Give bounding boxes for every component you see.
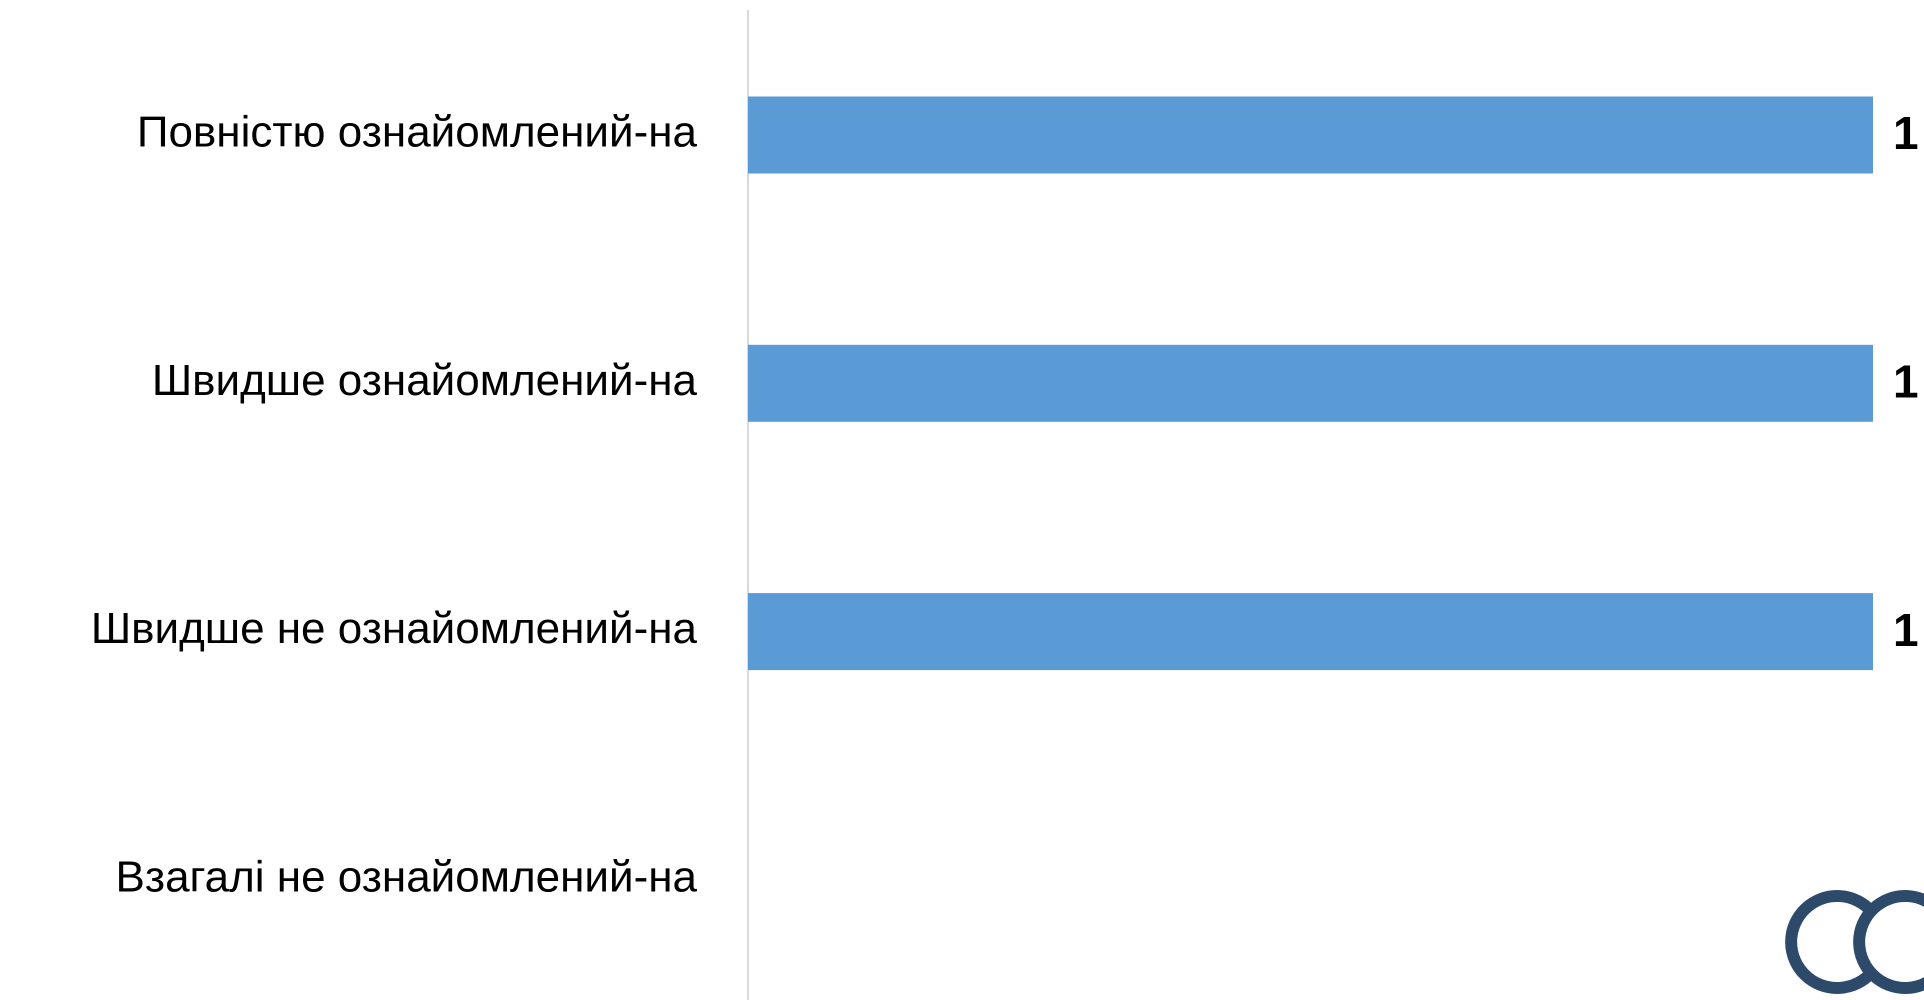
bar <box>748 593 1873 671</box>
category-label: Швидше не ознайомлений-на <box>91 604 698 653</box>
bar <box>748 96 1873 174</box>
value-label: 1 <box>1893 604 1919 656</box>
logo-mark <box>1785 890 1877 994</box>
bar <box>748 344 1873 422</box>
value-label: 1 <box>1893 355 1919 407</box>
logo-mark <box>1853 890 1924 994</box>
value-label: 1 <box>1893 107 1919 159</box>
category-label: Швидше ознайомлений-на <box>152 356 698 405</box>
category-label: Взагалі не ознайомлений-на <box>116 853 698 902</box>
category-label: Повністю ознайомлений-на <box>137 108 698 157</box>
logo <box>1785 890 1924 994</box>
